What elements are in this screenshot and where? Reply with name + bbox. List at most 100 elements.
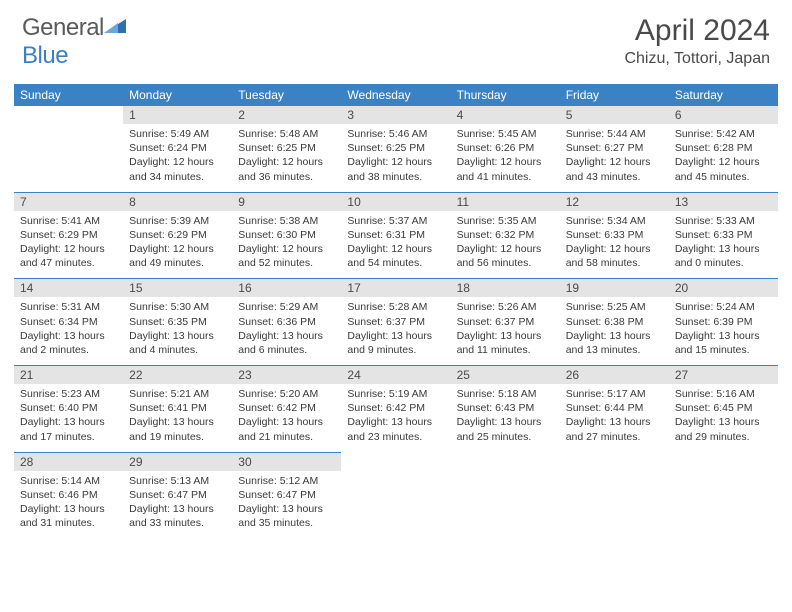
date-cell xyxy=(560,471,669,539)
logo-text-a: General xyxy=(22,14,104,41)
sunset-text: Sunset: 6:47 PM xyxy=(129,488,226,502)
date-cell: Sunrise: 5:21 AMSunset: 6:41 PMDaylight:… xyxy=(123,384,232,452)
date-cell: Sunrise: 5:26 AMSunset: 6:37 PMDaylight:… xyxy=(451,297,560,365)
logo: General Blue xyxy=(22,14,126,70)
sunset-text: Sunset: 6:28 PM xyxy=(675,141,772,155)
sunset-text: Sunset: 6:26 PM xyxy=(457,141,554,155)
sunrise-text: Sunrise: 5:18 AM xyxy=(457,387,554,401)
date-number xyxy=(14,106,123,124)
sunset-text: Sunset: 6:35 PM xyxy=(129,315,226,329)
date-cell: Sunrise: 5:49 AMSunset: 6:24 PMDaylight:… xyxy=(123,124,232,192)
date-cell: Sunrise: 5:38 AMSunset: 6:30 PMDaylight:… xyxy=(232,211,341,279)
date-number: 10 xyxy=(341,192,450,211)
daylight-text: Daylight: 13 hours and 4 minutes. xyxy=(129,329,226,357)
date-cell: Sunrise: 5:42 AMSunset: 6:28 PMDaylight:… xyxy=(669,124,778,192)
date-cell: Sunrise: 5:37 AMSunset: 6:31 PMDaylight:… xyxy=(341,211,450,279)
sunrise-text: Sunrise: 5:19 AM xyxy=(347,387,444,401)
date-cell: Sunrise: 5:17 AMSunset: 6:44 PMDaylight:… xyxy=(560,384,669,452)
daylight-text: Daylight: 13 hours and 0 minutes. xyxy=(675,242,772,270)
date-cell: Sunrise: 5:28 AMSunset: 6:37 PMDaylight:… xyxy=(341,297,450,365)
date-number: 24 xyxy=(341,366,450,385)
daylight-text: Daylight: 13 hours and 17 minutes. xyxy=(20,415,117,443)
date-cell: Sunrise: 5:13 AMSunset: 6:47 PMDaylight:… xyxy=(123,471,232,539)
weekday-header-row: SundayMondayTuesdayWednesdayThursdayFrid… xyxy=(14,84,778,106)
sunrise-text: Sunrise: 5:20 AM xyxy=(238,387,335,401)
date-number: 6 xyxy=(669,106,778,124)
daylight-text: Daylight: 12 hours and 49 minutes. xyxy=(129,242,226,270)
date-number: 1 xyxy=(123,106,232,124)
sunrise-text: Sunrise: 5:41 AM xyxy=(20,214,117,228)
sunset-text: Sunset: 6:43 PM xyxy=(457,401,554,415)
date-cell: Sunrise: 5:25 AMSunset: 6:38 PMDaylight:… xyxy=(560,297,669,365)
daylight-text: Daylight: 13 hours and 6 minutes. xyxy=(238,329,335,357)
date-data-row: Sunrise: 5:41 AMSunset: 6:29 PMDaylight:… xyxy=(14,211,778,279)
date-cell xyxy=(341,471,450,539)
sunset-text: Sunset: 6:32 PM xyxy=(457,228,554,242)
daylight-text: Daylight: 12 hours and 54 minutes. xyxy=(347,242,444,270)
sunrise-text: Sunrise: 5:24 AM xyxy=(675,300,772,314)
date-number: 15 xyxy=(123,279,232,298)
sunrise-text: Sunrise: 5:49 AM xyxy=(129,127,226,141)
date-number: 8 xyxy=(123,192,232,211)
sunrise-text: Sunrise: 5:12 AM xyxy=(238,474,335,488)
date-cell: Sunrise: 5:19 AMSunset: 6:42 PMDaylight:… xyxy=(341,384,450,452)
sunset-text: Sunset: 6:44 PM xyxy=(566,401,663,415)
daylight-text: Daylight: 13 hours and 13 minutes. xyxy=(566,329,663,357)
daylight-text: Daylight: 12 hours and 58 minutes. xyxy=(566,242,663,270)
date-cell: Sunrise: 5:18 AMSunset: 6:43 PMDaylight:… xyxy=(451,384,560,452)
sunset-text: Sunset: 6:42 PM xyxy=(347,401,444,415)
sunset-text: Sunset: 6:37 PM xyxy=(457,315,554,329)
sunset-text: Sunset: 6:25 PM xyxy=(238,141,335,155)
date-data-row: Sunrise: 5:31 AMSunset: 6:34 PMDaylight:… xyxy=(14,297,778,365)
daylight-text: Daylight: 12 hours and 45 minutes. xyxy=(675,155,772,183)
sunset-text: Sunset: 6:34 PM xyxy=(20,315,117,329)
daylight-text: Daylight: 13 hours and 31 minutes. xyxy=(20,502,117,530)
sunrise-text: Sunrise: 5:45 AM xyxy=(457,127,554,141)
daylight-text: Daylight: 13 hours and 35 minutes. xyxy=(238,502,335,530)
sunrise-text: Sunrise: 5:46 AM xyxy=(347,127,444,141)
daylight-text: Daylight: 12 hours and 38 minutes. xyxy=(347,155,444,183)
sunrise-text: Sunrise: 5:35 AM xyxy=(457,214,554,228)
date-cell: Sunrise: 5:33 AMSunset: 6:33 PMDaylight:… xyxy=(669,211,778,279)
date-cell: Sunrise: 5:30 AMSunset: 6:35 PMDaylight:… xyxy=(123,297,232,365)
date-number-row: 14151617181920 xyxy=(14,279,778,298)
sunset-text: Sunset: 6:37 PM xyxy=(347,315,444,329)
sunrise-text: Sunrise: 5:26 AM xyxy=(457,300,554,314)
date-number: 17 xyxy=(341,279,450,298)
date-cell xyxy=(14,124,123,192)
date-cell: Sunrise: 5:41 AMSunset: 6:29 PMDaylight:… xyxy=(14,211,123,279)
daylight-text: Daylight: 13 hours and 2 minutes. xyxy=(20,329,117,357)
date-number: 12 xyxy=(560,192,669,211)
sunset-text: Sunset: 6:33 PM xyxy=(566,228,663,242)
date-cell xyxy=(451,471,560,539)
date-number: 3 xyxy=(341,106,450,124)
daylight-text: Daylight: 12 hours and 52 minutes. xyxy=(238,242,335,270)
weekday-header: Saturday xyxy=(669,84,778,106)
date-number: 26 xyxy=(560,366,669,385)
date-number: 20 xyxy=(669,279,778,298)
sunrise-text: Sunrise: 5:42 AM xyxy=(675,127,772,141)
sunrise-text: Sunrise: 5:14 AM xyxy=(20,474,117,488)
date-cell: Sunrise: 5:44 AMSunset: 6:27 PMDaylight:… xyxy=(560,124,669,192)
daylight-text: Daylight: 13 hours and 25 minutes. xyxy=(457,415,554,443)
daylight-text: Daylight: 13 hours and 9 minutes. xyxy=(347,329,444,357)
date-cell: Sunrise: 5:29 AMSunset: 6:36 PMDaylight:… xyxy=(232,297,341,365)
sunset-text: Sunset: 6:27 PM xyxy=(566,141,663,155)
date-number: 13 xyxy=(669,192,778,211)
sunrise-text: Sunrise: 5:25 AM xyxy=(566,300,663,314)
date-cell: Sunrise: 5:23 AMSunset: 6:40 PMDaylight:… xyxy=(14,384,123,452)
date-cell: Sunrise: 5:46 AMSunset: 6:25 PMDaylight:… xyxy=(341,124,450,192)
title-block: April 2024 Chizu, Tottori, Japan xyxy=(624,14,770,68)
date-data-row: Sunrise: 5:14 AMSunset: 6:46 PMDaylight:… xyxy=(14,471,778,539)
date-data-row: Sunrise: 5:23 AMSunset: 6:40 PMDaylight:… xyxy=(14,384,778,452)
sunset-text: Sunset: 6:30 PM xyxy=(238,228,335,242)
daylight-text: Daylight: 13 hours and 21 minutes. xyxy=(238,415,335,443)
date-number: 22 xyxy=(123,366,232,385)
sunrise-text: Sunrise: 5:37 AM xyxy=(347,214,444,228)
daylight-text: Daylight: 13 hours and 27 minutes. xyxy=(566,415,663,443)
date-number: 14 xyxy=(14,279,123,298)
sunrise-text: Sunrise: 5:16 AM xyxy=(675,387,772,401)
date-number: 4 xyxy=(451,106,560,124)
logo-text-b: Blue xyxy=(22,42,68,69)
sunset-text: Sunset: 6:40 PM xyxy=(20,401,117,415)
